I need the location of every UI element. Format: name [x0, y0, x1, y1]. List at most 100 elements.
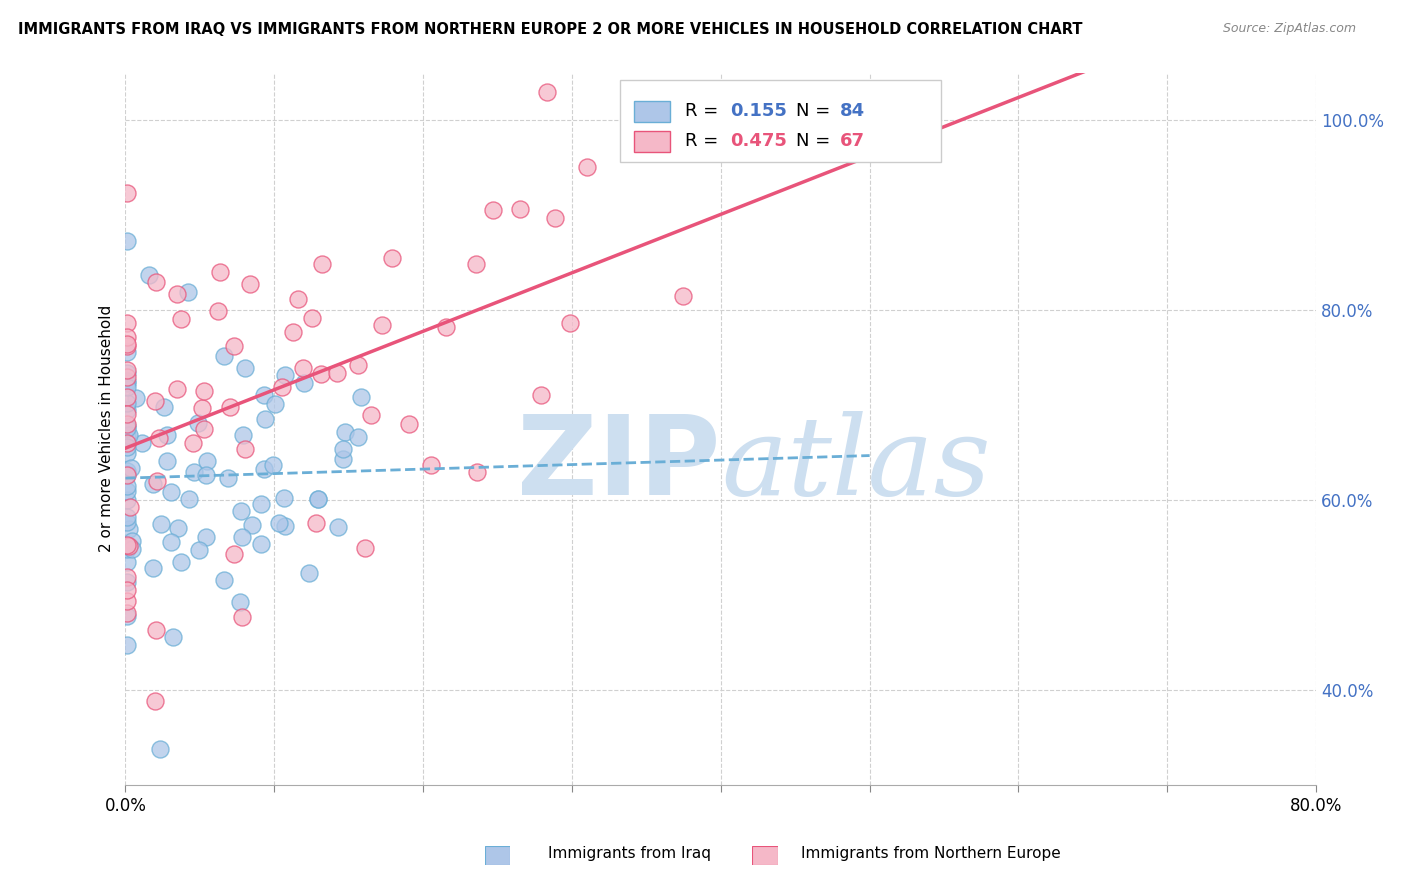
Text: atlas: atlas	[721, 410, 990, 518]
Point	[118, 522, 141, 536]
Point	[304, 516, 326, 530]
Point	[115, 582, 138, 597]
Point	[224, 338, 246, 352]
Point	[195, 454, 218, 468]
Point	[115, 468, 138, 483]
Point	[153, 400, 176, 414]
Point	[179, 491, 201, 506]
Point	[115, 337, 138, 351]
Point	[212, 573, 235, 587]
Point	[121, 542, 143, 557]
Text: Immigrants from Iraq: Immigrants from Iraq	[548, 847, 711, 861]
Point	[187, 416, 209, 430]
Point	[332, 452, 354, 467]
Point	[115, 570, 138, 584]
Point	[115, 419, 138, 434]
Point	[170, 312, 193, 326]
Point	[207, 304, 229, 318]
Point	[231, 530, 253, 544]
Text: Immigrants from Northern Europe: Immigrants from Northern Europe	[801, 847, 1062, 861]
Point	[115, 427, 138, 442]
Point	[371, 318, 394, 332]
Point	[301, 311, 323, 326]
Text: Source: ZipAtlas.com: Source: ZipAtlas.com	[1223, 22, 1357, 36]
FancyBboxPatch shape	[620, 80, 941, 162]
Point	[249, 537, 271, 551]
Point	[115, 390, 138, 404]
Point	[150, 517, 173, 532]
Point	[115, 538, 138, 552]
Point	[115, 638, 138, 652]
Point	[115, 440, 138, 454]
Point	[115, 467, 138, 482]
FancyBboxPatch shape	[634, 101, 669, 122]
Point	[115, 363, 138, 377]
Text: N =: N =	[796, 133, 835, 151]
Point	[120, 461, 142, 475]
Point	[115, 608, 138, 623]
Point	[115, 515, 138, 529]
Point	[233, 442, 256, 456]
Point	[672, 289, 695, 303]
Point	[575, 161, 598, 175]
Point	[115, 606, 138, 620]
Point	[145, 623, 167, 637]
Point	[218, 401, 240, 415]
Point	[115, 376, 138, 391]
Point	[381, 251, 404, 265]
Point	[311, 367, 333, 381]
Point	[253, 462, 276, 476]
Point	[307, 491, 329, 506]
Point	[273, 491, 295, 505]
Point	[115, 493, 138, 508]
Point	[115, 417, 138, 431]
Text: 84: 84	[839, 103, 865, 120]
Point	[212, 349, 235, 363]
Point	[115, 594, 138, 608]
Point	[195, 530, 218, 544]
Point	[131, 436, 153, 450]
Point	[115, 446, 138, 460]
Point	[509, 202, 531, 216]
Point	[419, 458, 441, 472]
Point	[224, 547, 246, 561]
Point	[115, 186, 138, 200]
Point	[267, 516, 290, 531]
Point	[120, 500, 142, 515]
Point	[354, 541, 377, 555]
Point	[176, 285, 198, 299]
Point	[156, 453, 179, 467]
Point	[146, 474, 169, 488]
Point	[229, 504, 252, 518]
Point	[143, 694, 166, 708]
Point	[274, 368, 297, 382]
Point	[117, 330, 139, 344]
Point	[115, 538, 138, 552]
Text: ZIP: ZIP	[517, 411, 721, 518]
Point	[160, 534, 183, 549]
Point	[121, 534, 143, 549]
Point	[149, 742, 172, 756]
Text: 67: 67	[839, 133, 865, 151]
Point	[332, 442, 354, 456]
Point	[190, 401, 212, 415]
Point	[145, 275, 167, 289]
Point	[195, 467, 218, 482]
Point	[311, 257, 333, 271]
Point	[240, 518, 263, 533]
Point	[270, 379, 292, 393]
Point	[156, 427, 179, 442]
Point	[115, 234, 138, 248]
Point	[170, 555, 193, 569]
Text: 0.155: 0.155	[730, 103, 787, 120]
Point	[287, 292, 309, 306]
Point	[162, 630, 184, 644]
Point	[142, 561, 165, 575]
Point	[148, 431, 170, 445]
Point	[253, 388, 276, 402]
Point	[229, 595, 252, 609]
Point	[326, 367, 349, 381]
Point	[235, 361, 257, 376]
Point	[436, 319, 458, 334]
Point	[254, 411, 277, 425]
